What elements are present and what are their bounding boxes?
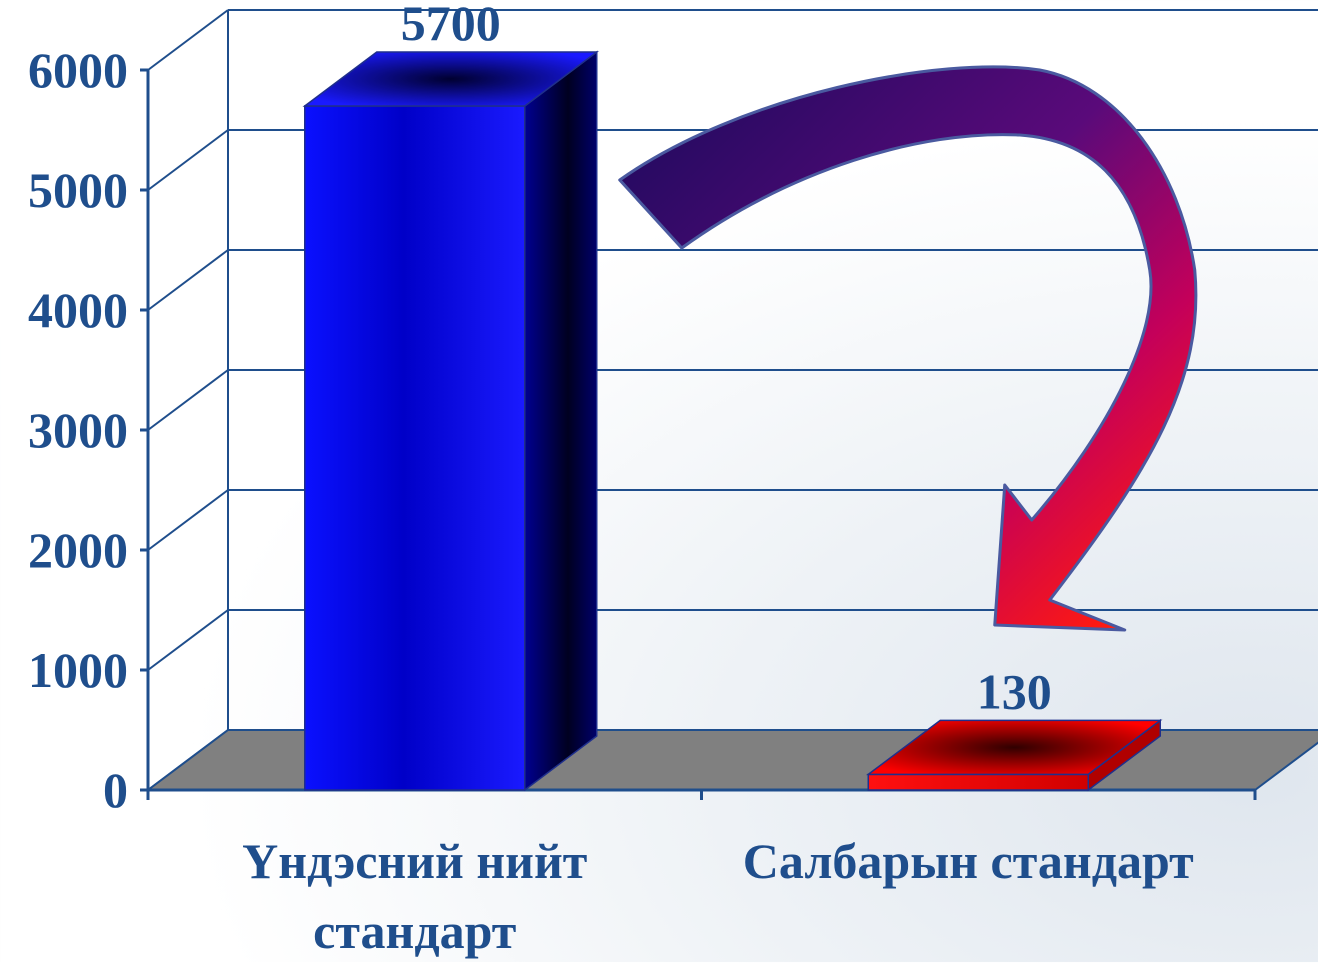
chart-bars — [302, 50, 1163, 792]
bar — [867, 773, 1089, 791]
wall-gridline — [147, 609, 229, 671]
y-tick-label: 2000 — [28, 522, 128, 578]
bar-top — [302, 51, 599, 107]
y-tick-label: 6000 — [28, 42, 128, 98]
arrow-annotation — [618, 65, 1198, 632]
x-tick-label: Үндэсний нийт — [242, 833, 587, 889]
bar — [304, 105, 526, 791]
y-tick-label: 0 — [103, 762, 128, 818]
bar-side — [524, 50, 598, 792]
wall-gridline — [147, 489, 229, 551]
curved-arrow — [618, 65, 1198, 632]
bar-top — [866, 719, 1163, 776]
y-tick-label: 3000 — [28, 402, 128, 458]
y-tick-label: 5000 — [28, 162, 128, 218]
wall-gridline — [147, 369, 229, 431]
data-label: 130 — [977, 663, 1052, 719]
y-tick-label: 1000 — [28, 642, 128, 698]
wall-gridline — [147, 129, 229, 191]
wall-gridline — [147, 9, 229, 71]
y-tick-label: 4000 — [28, 282, 128, 338]
chart-labels: 0 1000 2000 3000 4000 5000 6000 5700 130 Үндэсний… — [28, 0, 1194, 959]
wall-gridline — [147, 249, 229, 311]
x-tick-label: Салбарын стандарт — [743, 833, 1194, 889]
data-label: 5700 — [401, 0, 501, 51]
x-tick-label: стандарт — [313, 903, 516, 959]
